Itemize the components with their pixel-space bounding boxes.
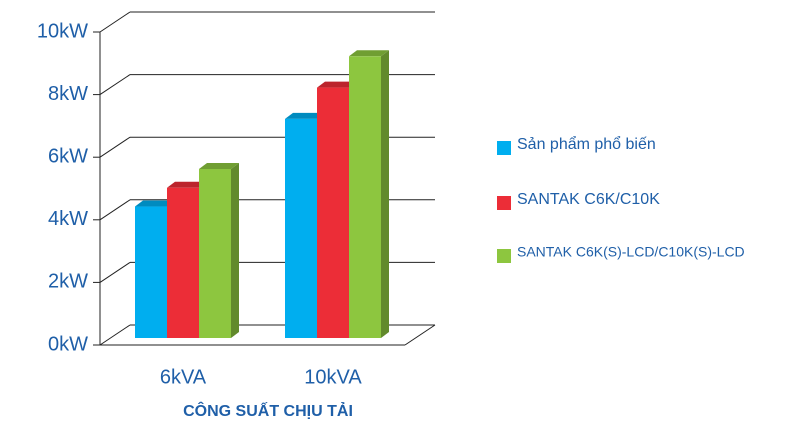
legend-label: Sản phẩm phổ biến [517,135,656,153]
grid-line [99,261,131,283]
y-tick-label: 0kW [48,333,88,355]
legend-label: SANTAK C6K(S)-LCD/C10K(S)-LCD [517,244,745,260]
bar [349,56,381,339]
grid-line [99,324,131,346]
floor-right [404,324,436,346]
bar-top [349,50,389,57]
bar [285,118,317,339]
bar-top [317,81,357,88]
x-tick-label: 6kVA [160,366,207,388]
bar-top [199,162,239,169]
legend-label: SANTAK C6K/C10K [517,191,660,208]
y-tick-label: 6kW [48,145,88,167]
legend-swatch [497,249,511,263]
bar [135,206,167,338]
bar [167,187,199,338]
y-tick-label: 2kW [48,271,88,293]
bar-top [135,200,175,207]
bar-side [231,162,239,338]
grid-line [99,199,131,221]
bar-top [285,112,325,119]
grid-line [99,74,131,96]
x-axis-title: CÔNG SUẤT CHỊU TẢI [183,401,353,420]
y-tick-label: 8kW [48,83,88,105]
grid-line [99,136,131,158]
y-tick-label: 10kW [37,20,88,42]
y-tick-label: 4kW [48,208,88,230]
bar-side [381,50,389,339]
grid-line [99,11,131,33]
bar [199,168,231,338]
legend-swatch [497,196,511,210]
bar-top [167,181,207,188]
bar [317,87,349,338]
legend-swatch [497,141,511,155]
x-tick-label: 10kVA [304,366,362,388]
